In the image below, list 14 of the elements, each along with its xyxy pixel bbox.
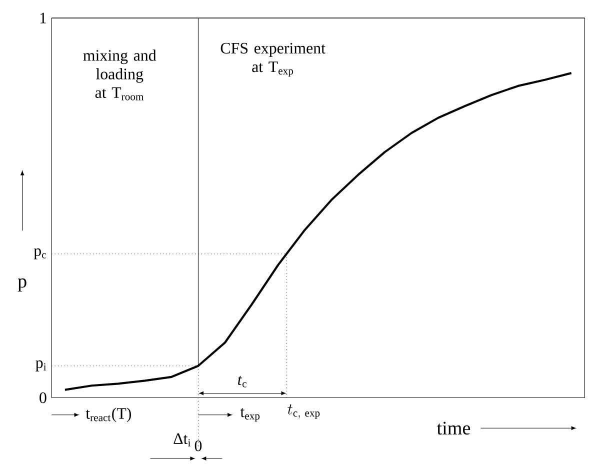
y-axis-title: p	[18, 278, 26, 292]
y-tick-label: p$_{c}$	[34, 248, 46, 260]
text: 0	[194, 440, 202, 452]
y-tick-label: 0	[40, 392, 46, 404]
text: t$_{exp}$	[240, 408, 260, 422]
y-tick-label: p$_{i}$	[36, 360, 46, 372]
x-axis-title: time	[436, 422, 470, 435]
text: $t_{\mathrm{c,\ exp}}$	[288, 404, 320, 419]
annotation: CFS experiment at T$_{exp}$	[220, 42, 326, 77]
y-tick-label: 1	[40, 12, 46, 24]
text: t$_{react}$(T)	[86, 408, 132, 422]
annotation: mixing and loading at T$_{room}$	[83, 50, 156, 100]
annotation: t$_{c}$	[238, 376, 246, 388]
text: Δt$_{i}$	[174, 433, 191, 446]
